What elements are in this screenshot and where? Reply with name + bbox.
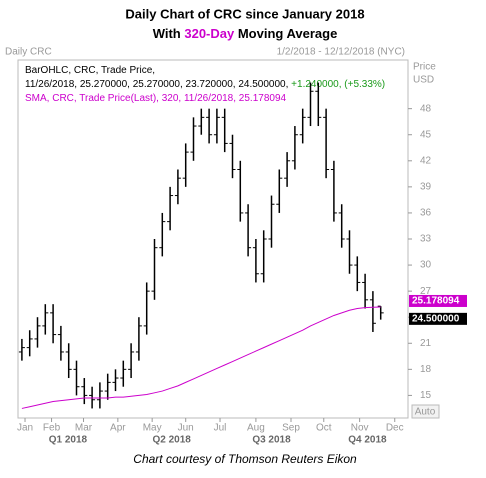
- x-tick-label: Oct: [316, 423, 332, 434]
- legend-text: +1.240000, (+5.33%): [291, 79, 385, 90]
- y-tick-label: 36: [420, 208, 432, 219]
- last-value-box: [409, 312, 467, 325]
- legend-text: SMA, CRC, Trade Price(Last), 320, 11/26/…: [25, 93, 287, 104]
- scale-button[interactable]: [411, 404, 440, 419]
- y-tick-label: 30: [420, 260, 432, 271]
- date-range: 1/2/2018 - 12/12/2018 (NYC): [277, 47, 405, 58]
- y-axis-label: Price: [413, 62, 436, 73]
- y-tick-label: 45: [420, 129, 432, 140]
- subtitle-part: With: [153, 26, 185, 41]
- quarter-label: Q4 2018: [348, 435, 387, 446]
- sma-line: [21, 306, 381, 409]
- y-tick-label: 15: [420, 390, 432, 401]
- scale-button-label[interactable]: Auto: [415, 407, 436, 418]
- last-value-label: 24.500000: [412, 313, 460, 324]
- legend-text: BarOHLC, CRC, Trade Price,: [25, 65, 155, 76]
- x-tick-label: Apr: [110, 423, 126, 434]
- legend-text: 11/26/2018, 25.270000, 25.270000, 23.720…: [25, 79, 291, 90]
- legend-line: BarOHLC, CRC, Trade Price,: [25, 65, 155, 76]
- y-tick-label: 21: [420, 338, 432, 349]
- x-tick-label: Jan: [17, 423, 33, 434]
- x-tick-label: Dec: [386, 423, 404, 434]
- x-tick-label: Aug: [247, 423, 265, 434]
- last-value-box: [409, 294, 467, 307]
- x-tick-label: Jul: [214, 423, 227, 434]
- y-axis-label: USD: [413, 75, 434, 86]
- y-tick-label: 33: [420, 234, 432, 245]
- x-tick-label: Feb: [43, 423, 61, 434]
- panel-label: Daily CRC: [5, 47, 52, 58]
- quarter-label: Q1 2018: [49, 435, 88, 446]
- last-value-label: 25.178094: [412, 296, 460, 307]
- chart-title: Daily Chart of CRC since January 2018: [125, 6, 364, 21]
- x-tick-label: Mar: [75, 423, 93, 434]
- subtitle-part: 320-Day: [184, 26, 235, 41]
- subtitle-part: Moving Average: [234, 26, 337, 41]
- caption: Chart courtesy of Thomson Reuters Eikon: [133, 452, 357, 466]
- x-tick-label: Jun: [178, 423, 194, 434]
- quarter-label: Q2 2018: [152, 435, 191, 446]
- y-tick-label: 27: [420, 286, 432, 297]
- y-tick-label: 42: [420, 155, 432, 166]
- y-tick-label: 39: [420, 182, 432, 193]
- y-tick-label: 48: [420, 103, 432, 114]
- legend-line: 11/26/2018, 25.270000, 25.270000, 23.720…: [25, 79, 385, 90]
- y-tick-label: 18: [420, 364, 432, 375]
- legend-line: SMA, CRC, Trade Price(Last), 320, 11/26/…: [25, 93, 287, 104]
- x-tick-label: Sep: [282, 423, 300, 434]
- quarter-label: Q3 2018: [252, 435, 291, 446]
- x-tick-label: May: [143, 423, 162, 434]
- chart-subtitle: With 320-Day Moving Average: [153, 26, 338, 41]
- x-tick-label: Nov: [351, 423, 369, 434]
